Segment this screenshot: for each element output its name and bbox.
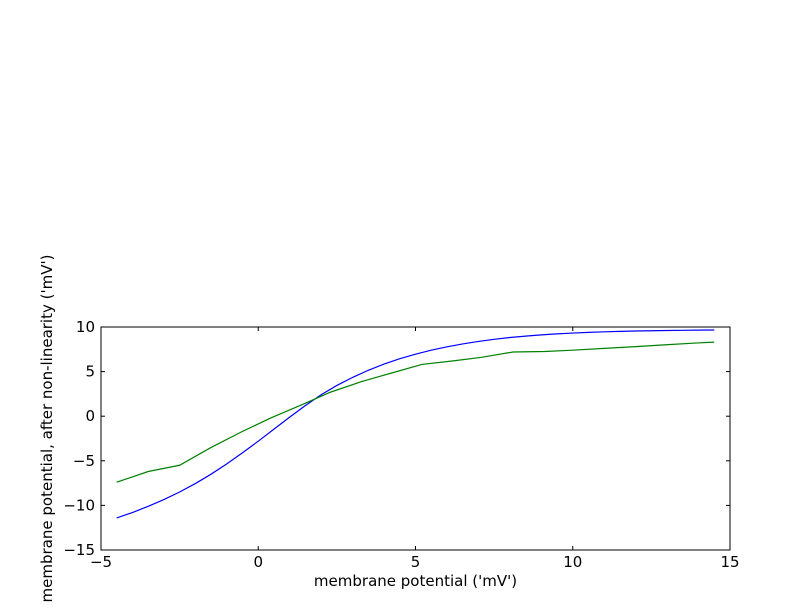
y-tick-label: −15 (63, 541, 95, 559)
y-tick-label: 5 (85, 363, 95, 381)
x-tick-label: 15 (720, 553, 739, 571)
series-line-2 (116, 341, 715, 483)
x-tick-label: 0 (253, 553, 263, 571)
y-tick-label: 0 (85, 407, 95, 425)
x-tick-label: −5 (90, 553, 112, 571)
tick-layer: −5 0 5 10 15 −15 −10 −5 0 5 10 (63, 318, 739, 571)
y-tick-label: 10 (76, 318, 95, 336)
series-line-1 (116, 329, 715, 519)
x-tick-label: 10 (563, 553, 582, 571)
y-axis-label: membrane potential, after non-linearity … (38, 255, 56, 603)
y-tick-label: −10 (63, 496, 95, 514)
series-layer (116, 329, 715, 519)
x-tick-label: 5 (411, 553, 421, 571)
x-axis-label: membrane potential ('mV') (314, 572, 517, 590)
y-tick-label: −5 (73, 452, 95, 470)
